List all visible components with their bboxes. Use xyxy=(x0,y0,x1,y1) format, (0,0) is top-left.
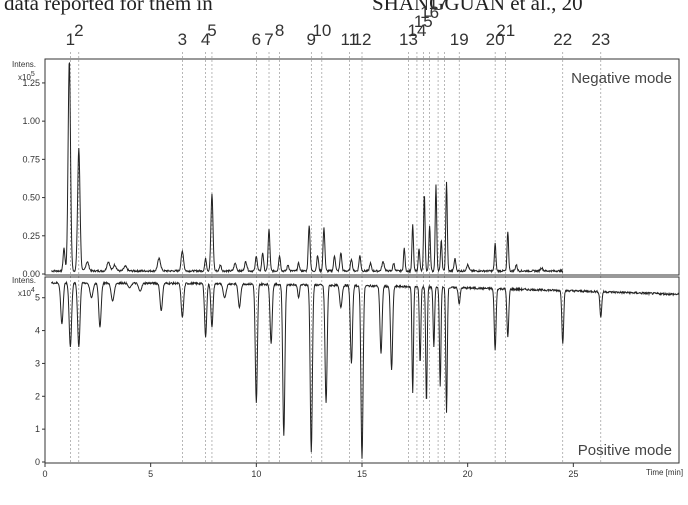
x-tick-label: 15 xyxy=(357,469,367,479)
negative-y-ticks: 0.00 0.25 0.50 0.75 1.00 1.25 xyxy=(22,78,45,279)
positive-ylabel: Intens. xyxy=(12,276,36,285)
negative-mode-trace xyxy=(51,62,564,274)
positive-mode-label: Positive mode xyxy=(578,442,672,459)
peak-label-15: 15 xyxy=(414,12,433,31)
positive-y-tick-label: 5 xyxy=(35,293,40,303)
peak-label-1: 1 xyxy=(66,30,75,49)
positive-y-ticks: 0 1 2 3 4 5 xyxy=(35,293,45,467)
peak-label-22: 22 xyxy=(553,30,572,49)
peak-label-6: 6 xyxy=(252,30,261,49)
peak-label-11: 11 xyxy=(340,30,358,49)
positive-y-tick-label: 4 xyxy=(35,326,40,336)
negative-y-tick-label: 0.25 xyxy=(22,231,40,241)
peak-label-16: 16 xyxy=(420,3,439,22)
peak-label-19: 19 xyxy=(450,30,469,49)
negative-y-tick-label: 0.50 xyxy=(22,193,40,203)
negative-y-tick-label: 1.00 xyxy=(22,116,40,126)
peak-label-7: 7 xyxy=(264,30,273,49)
cropped-caption-right: SHANGGUAN et al., 20 xyxy=(372,0,583,15)
negative-mode-label: Negative mode xyxy=(571,70,672,87)
negative-y-tick-label: 0.00 xyxy=(22,269,40,279)
negative-mode-plot-frame xyxy=(44,58,680,276)
negative-ylabel: Intens. xyxy=(12,60,36,69)
peak-label-13: 13 xyxy=(399,30,418,49)
peak-label-10: 10 xyxy=(312,21,331,40)
positive-y-tick-label: 0 xyxy=(35,457,40,467)
peak-label-8: 8 xyxy=(275,21,284,40)
x-axis-title: Time [min] xyxy=(646,468,683,477)
peak-label-20: 20 xyxy=(486,30,505,49)
peak-number-labels: 1234567891011121314151617181920212223 xyxy=(66,0,611,49)
positive-mode-panel: Intens. x104 Positive mode 0 1 2 3 4 5 xyxy=(12,276,680,467)
peak-label-18: 18 xyxy=(435,0,454,4)
peak-label-21: 21 xyxy=(496,21,515,40)
peak-label-9: 9 xyxy=(307,30,316,49)
peak-label-4: 4 xyxy=(201,30,210,49)
x-axis: Time [min] 0 5 10 15 20 25 xyxy=(42,463,683,479)
positive-y-tick-label: 2 xyxy=(35,391,40,401)
peak-label-5: 5 xyxy=(207,21,216,40)
positive-y-tick-label: 1 xyxy=(35,424,40,434)
cropped-caption-left: data reported for them in xyxy=(4,0,213,15)
x-tick-label: 0 xyxy=(42,469,47,479)
negative-y-tick-label: 1.25 xyxy=(22,78,40,88)
x-tick-label: 10 xyxy=(251,469,261,479)
positive-y-tick-label: 3 xyxy=(35,358,40,368)
negative-mode-panel: Intens. x105 Negative mode 0.000.250.500… xyxy=(12,58,680,279)
peak-guide-lines xyxy=(70,52,602,462)
negative-y-tick-label: 0.75 xyxy=(22,154,40,164)
negative-yscale: x105 xyxy=(18,71,35,82)
positive-mode-trace xyxy=(50,280,680,459)
peak-label-12: 12 xyxy=(353,30,372,49)
positive-yscale: x104 xyxy=(18,287,35,298)
peak-label-17: 17 xyxy=(429,0,448,13)
peak-label-2: 2 xyxy=(74,21,83,40)
x-tick-label: 5 xyxy=(148,469,153,479)
peak-label-23: 23 xyxy=(591,30,610,49)
x-tick-label: 25 xyxy=(568,469,578,479)
peak-label-3: 3 xyxy=(178,30,187,49)
x-tick-label: 20 xyxy=(463,469,473,479)
peak-label-14: 14 xyxy=(407,21,426,40)
